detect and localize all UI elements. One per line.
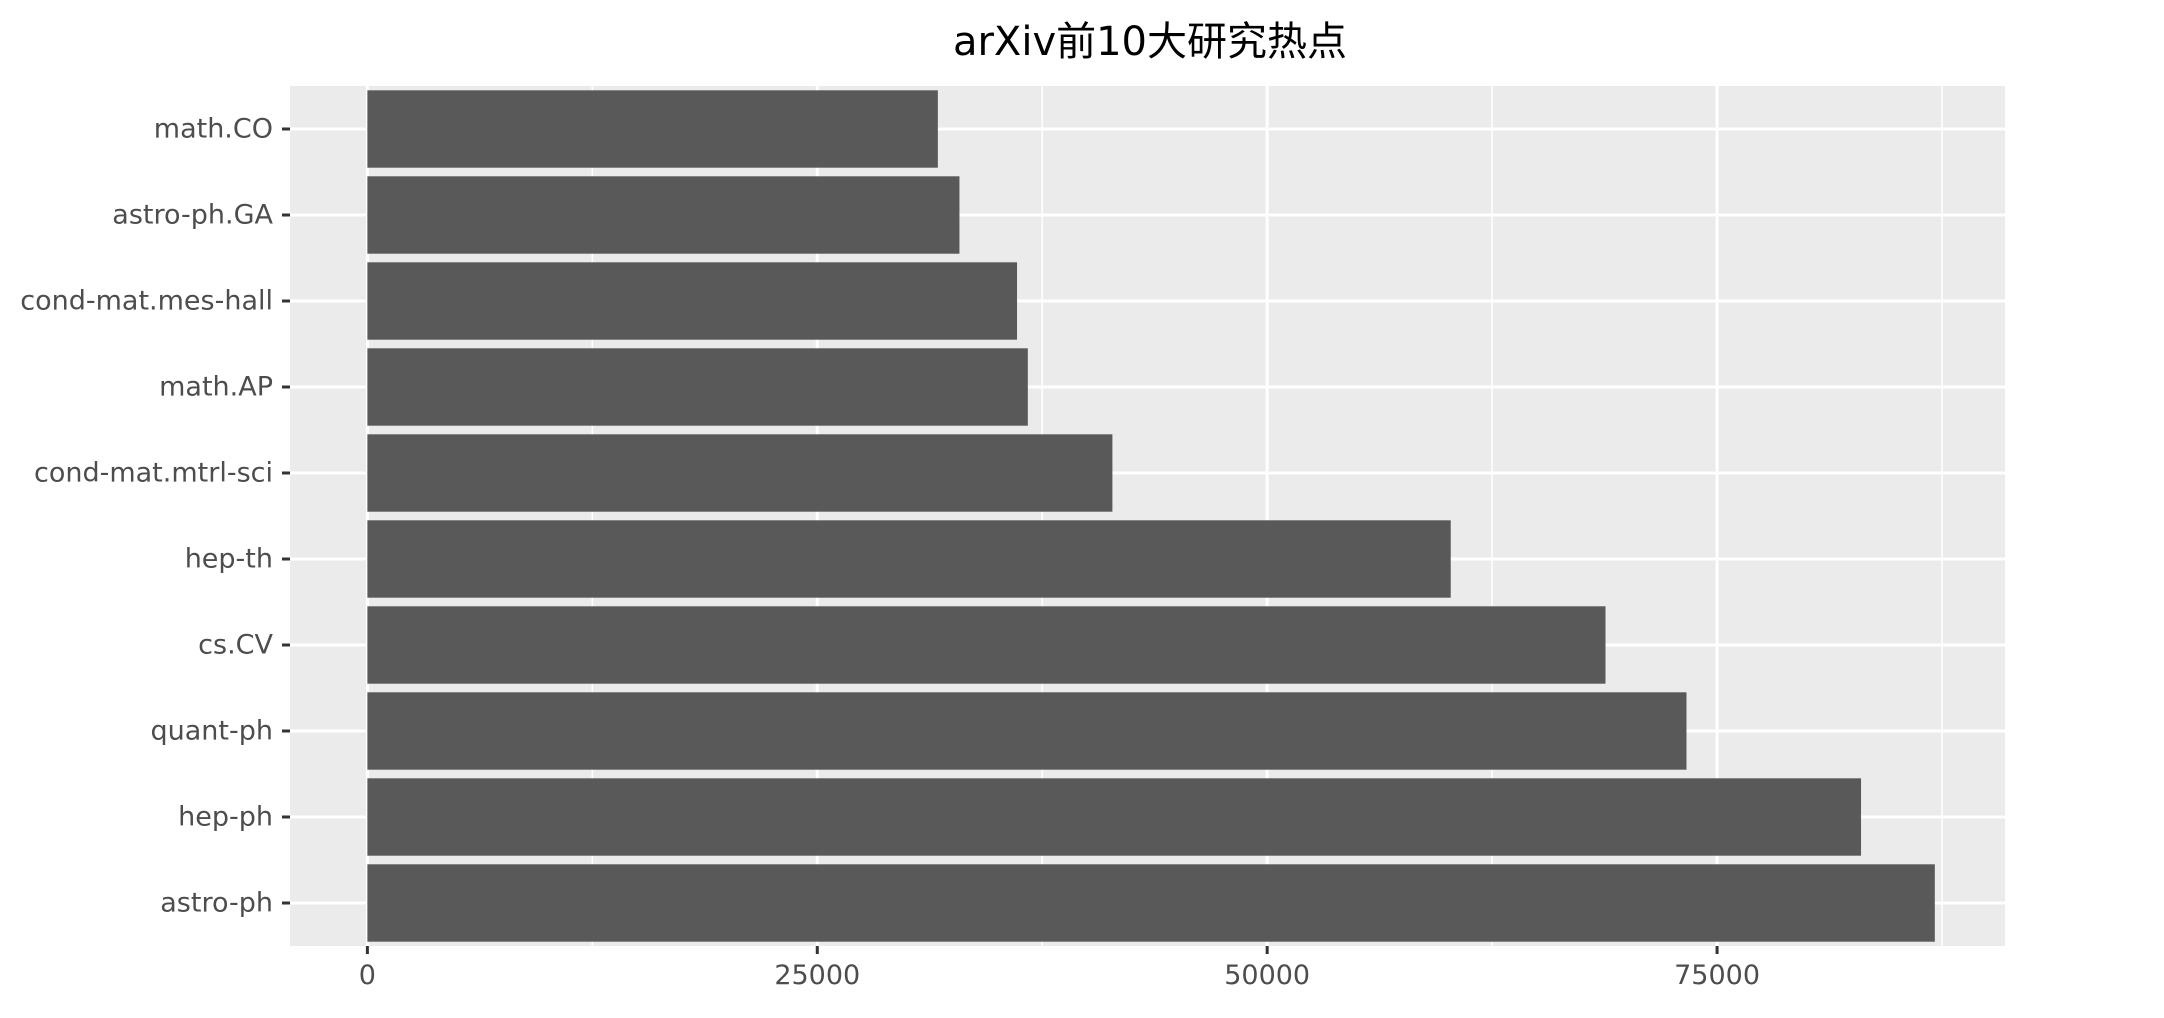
x-tick-label: 25000 [774,960,860,991]
bar-quant-ph [367,692,1687,770]
bar-astro-ph [367,864,1935,942]
chart-title: arXiv前10大研究热点 [953,19,1347,65]
bar-hep-ph [367,778,1862,856]
y-tick-label: cs.CV [198,630,273,661]
x-tick-label: 0 [359,960,376,991]
bar-cond-mat.mes-hall [367,262,1018,340]
bar-cond-mat.mtrl-sci [367,434,1113,512]
y-axis: math.CO astro-ph.GA cond-mat.mes-hall math.… [20,114,290,919]
x-tick-label: 75000 [1674,960,1760,991]
y-tick-label: hep-ph [178,802,273,833]
bars [367,90,1935,942]
bar-hep-th [367,520,1451,598]
y-tick-label: cond-mat.mes-hall [20,286,273,317]
bar-astro-ph.GA [367,176,960,254]
y-tick-label: math.AP [159,372,273,403]
x-tick-label: 50000 [1224,960,1310,991]
y-tick-label: astro-ph [160,888,273,919]
y-tick-label: cond-mat.mtrl-sci [34,458,273,489]
y-tick-label: hep-th [185,544,273,575]
bar-math.AP [367,348,1028,426]
bar-math.CO [367,90,938,168]
y-tick-label: astro-ph.GA [112,200,273,231]
y-tick-label: quant-ph [151,716,274,747]
bar-cs.CV [367,606,1606,684]
x-axis: 0 25000 50000 75000 [359,946,1760,991]
y-tick-label: math.CO [154,114,273,145]
